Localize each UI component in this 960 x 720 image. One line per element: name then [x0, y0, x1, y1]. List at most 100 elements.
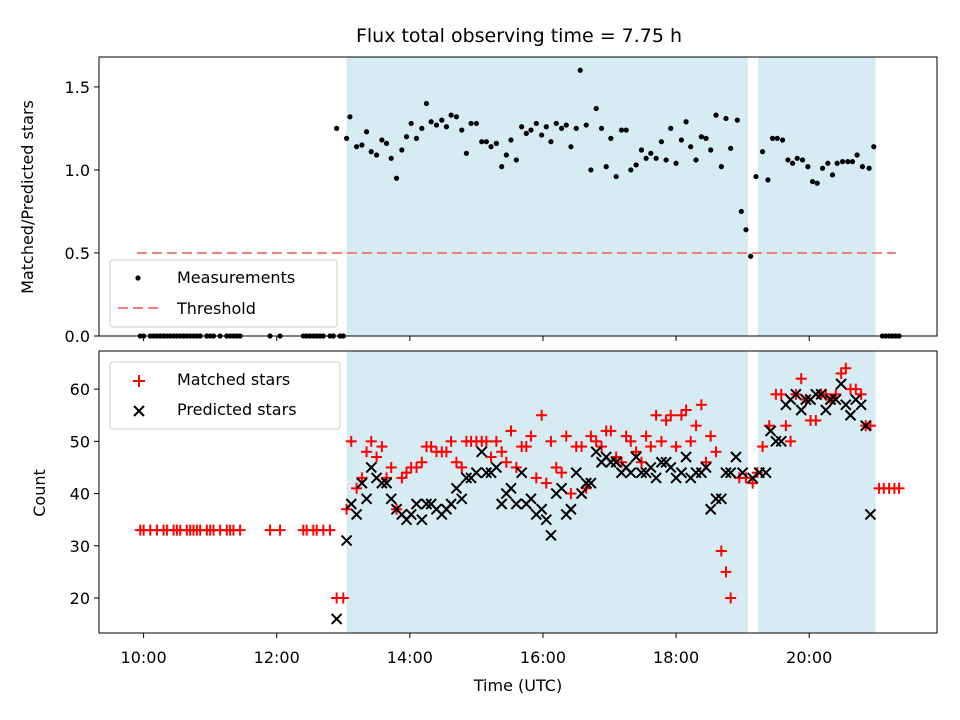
- measurement-point: [663, 157, 669, 163]
- measurement-point: [809, 178, 816, 185]
- predicted-star-stroke: [715, 493, 728, 505]
- measurement-point: [618, 127, 625, 133]
- matched-star-point: [425, 441, 437, 453]
- predicted-star-point: [590, 446, 602, 458]
- matched-star-point: [780, 420, 792, 432]
- predicted-star-stroke: [585, 477, 597, 489]
- measurement-point: [419, 125, 425, 132]
- predicted-star-stroke: [850, 393, 862, 406]
- measurement-point: [588, 167, 594, 173]
- predicted-star-point: [680, 451, 692, 463]
- predicted-star-stroke: [370, 472, 383, 484]
- matched-star-point: [576, 441, 588, 453]
- matched-star-point: [500, 456, 512, 468]
- measurement-point: [423, 100, 430, 107]
- predicted-star-stroke: [704, 503, 717, 515]
- predicted-star-stroke: [665, 461, 677, 474]
- matched-star-point: [510, 461, 522, 473]
- measurement-point: [849, 159, 856, 165]
- measurement-point: [543, 124, 549, 130]
- bottom-legend-box: [109, 361, 341, 430]
- measurement-point: [393, 175, 400, 181]
- measurement-point: [839, 159, 846, 165]
- predicted-star-point: [505, 482, 517, 495]
- top-observing-span-1: [757, 57, 876, 336]
- matched-star-point: [605, 425, 617, 437]
- measurement-point: [638, 147, 645, 153]
- top-y-tick-label: 0.5: [65, 244, 90, 263]
- matched-star-point: [830, 388, 842, 400]
- measurement-point: [334, 125, 340, 132]
- legend-matched-label: Matched stars: [177, 370, 290, 389]
- predicted-star-stroke: [760, 466, 772, 479]
- matched-star-point: [757, 441, 769, 453]
- predicted-star-point: [410, 498, 423, 510]
- predicted-star-stroke: [590, 446, 602, 458]
- predicted-star-point: [380, 477, 393, 489]
- bottom-observing-span-0: [346, 351, 748, 633]
- matched-star-point: [490, 435, 502, 447]
- measurement-point: [553, 120, 559, 127]
- predicted-star-stroke: [490, 461, 503, 474]
- predicted-star-point: [675, 466, 688, 479]
- bottom-panel-count: 20 30 40 50 60 10:00 12:00 14:00 16:00 18:00 20:00: [70, 350, 938, 667]
- predicted-star-point: [535, 503, 548, 515]
- measurement-point: [368, 149, 374, 155]
- measurement-point: [673, 160, 679, 166]
- measurement-point: [794, 155, 800, 161]
- predicted-star-point: [790, 388, 802, 401]
- predicted-star-point: [385, 493, 397, 505]
- predicted-star-point: [635, 466, 648, 479]
- predicted-star-point: [490, 461, 503, 474]
- matched-star-point: [365, 435, 377, 447]
- top-y-tick-label: 0.0: [65, 327, 90, 346]
- measurement-point: [583, 122, 589, 128]
- measurement-point: [488, 144, 494, 150]
- measurement-point: [363, 129, 370, 135]
- predicted-star-stroke: [580, 477, 592, 489]
- measurement-point: [760, 149, 766, 155]
- predicted-star-stroke: [635, 466, 648, 479]
- predicted-star-point: [700, 461, 712, 474]
- matched-star-point: [480, 435, 492, 447]
- measurement-point: [519, 124, 525, 130]
- measurement-point: [753, 173, 759, 180]
- predicted-star-point: [860, 419, 872, 432]
- predicted-star-point: [840, 399, 852, 411]
- measurement-point: [866, 165, 872, 171]
- measurement-point: [473, 120, 479, 127]
- x-axis-label: Time (UTC): [473, 676, 562, 695]
- matched-star-point: [234, 524, 246, 536]
- x-tick-label: 10:00: [121, 648, 167, 667]
- measurement-point: [708, 147, 714, 153]
- predicted-star-stroke: [545, 529, 557, 542]
- predicted-star-stroke: [540, 513, 552, 526]
- matched-star-point: [625, 435, 637, 447]
- x-tick-label: 16:00: [520, 648, 566, 667]
- matched-star-point: [690, 420, 702, 432]
- measurement-point: [439, 117, 445, 123]
- matched-star-point: [351, 482, 363, 494]
- matched-star-point: [371, 451, 383, 463]
- predicted-star-stroke: [700, 461, 712, 474]
- matched-star-point: [680, 404, 692, 416]
- predicted-star-stroke: [720, 466, 732, 479]
- measurement-point: [769, 135, 776, 141]
- matched-star-point: [775, 388, 787, 400]
- measurement-point: [774, 135, 780, 141]
- matched-star-point: [747, 477, 759, 489]
- measurement-point: [383, 140, 390, 146]
- predicted-star-point: [764, 425, 777, 437]
- predicted-star-point: [630, 451, 642, 463]
- matched-star-point: [356, 472, 368, 484]
- bottom-y-tick-label: 50: [70, 432, 90, 451]
- predicted-star-point: [775, 435, 787, 448]
- predicted-star-stroke: [855, 399, 867, 411]
- predicted-star-stroke: [445, 498, 457, 510]
- measurement-point: [819, 165, 826, 171]
- measurement-point: [577, 67, 583, 73]
- matched-star-point: [715, 545, 727, 557]
- matched-star-point: [695, 399, 707, 411]
- bottom-y-tick-label: 40: [70, 485, 90, 504]
- predicted-star-stroke: [625, 466, 637, 479]
